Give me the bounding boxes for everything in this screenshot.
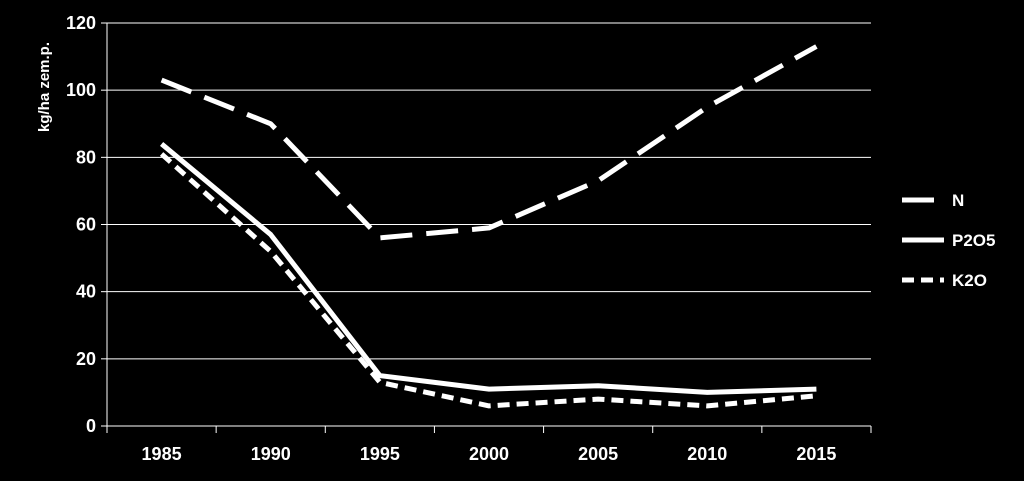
y-tick-label-0: 0 [86, 416, 96, 436]
x-tick-label-1995: 1995 [360, 444, 400, 464]
x-tick-label-2005: 2005 [578, 444, 618, 464]
y-tick-label-60: 60 [76, 215, 96, 235]
series-line-k2o [159, 152, 817, 409]
y-tick-label-100: 100 [66, 80, 96, 100]
x-tick-label-2015: 2015 [796, 444, 836, 464]
legend-label-k2o: K2O [952, 271, 987, 290]
y-tick-label-80: 80 [76, 147, 96, 167]
y-tick-label-120: 120 [66, 13, 96, 33]
series-line-n [160, 44, 818, 241]
x-tick-label-2010: 2010 [687, 444, 727, 464]
legend-label-p2o5: P2O5 [952, 231, 995, 250]
series-lines [159, 44, 818, 409]
legend-label-n: N [952, 191, 964, 210]
y-tick-label-20: 20 [76, 349, 96, 369]
axes: 0 20 40 60 80 100 120 1985 1990 1995 2000 2005 2010 2… [66, 13, 872, 464]
x-tick-label-1985: 1985 [142, 444, 182, 464]
series-line-p2o5 [160, 141, 817, 395]
legend: N P2O5 K2O [902, 191, 995, 290]
x-tick-label-1990: 1990 [251, 444, 291, 464]
y-tick-label-40: 40 [76, 282, 96, 302]
x-tick-label-2000: 2000 [469, 444, 509, 464]
y-axis-label: kg/ha zem.p. [36, 42, 53, 132]
gridlines [107, 22, 871, 427]
